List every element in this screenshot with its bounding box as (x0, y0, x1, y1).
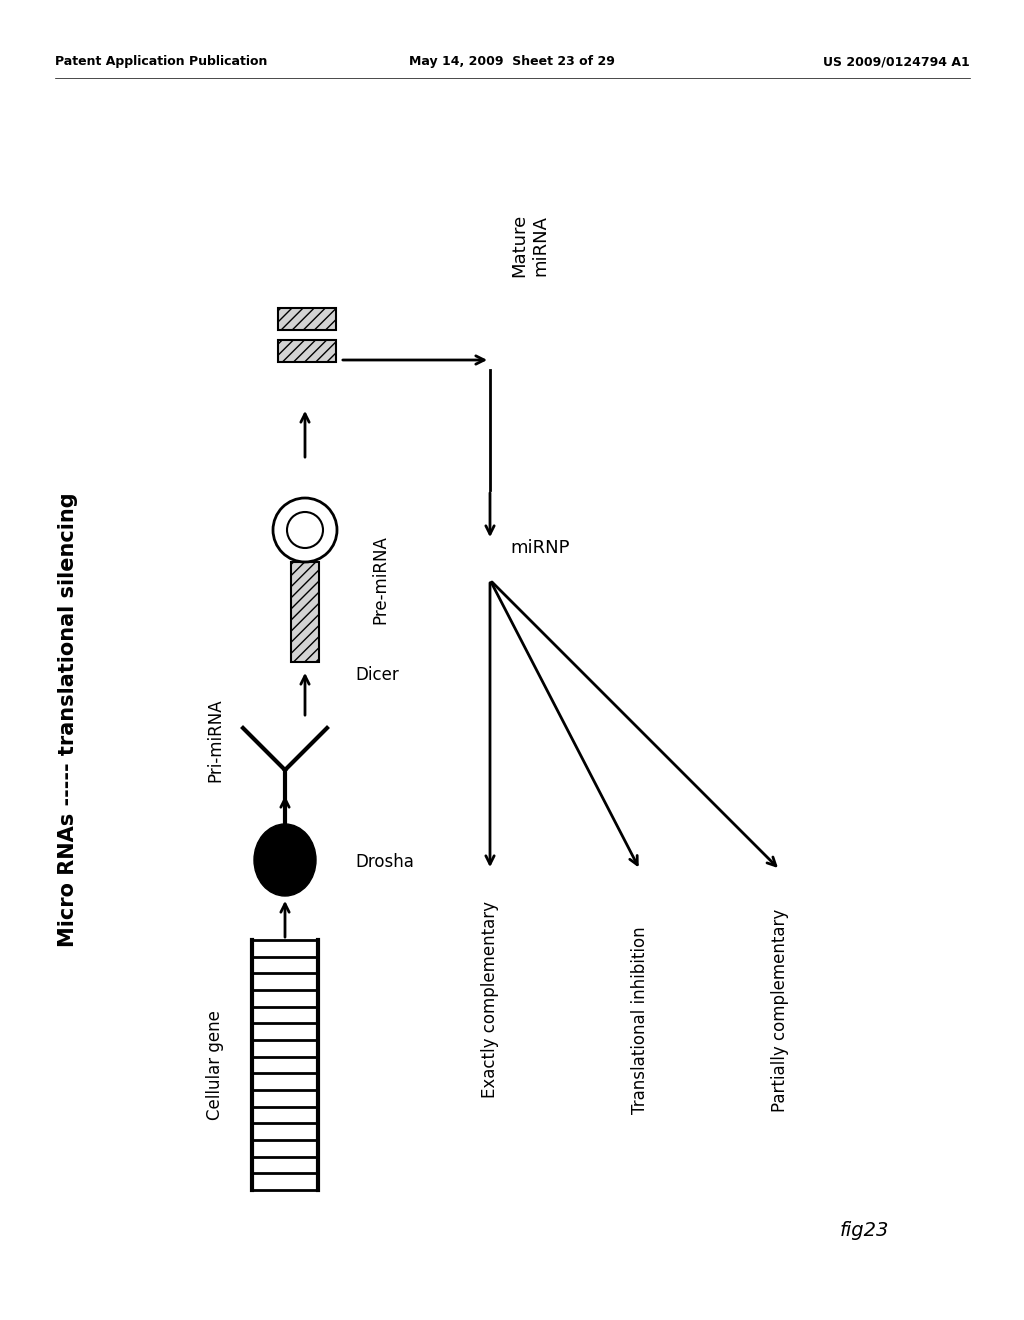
Text: Drosha: Drosha (355, 853, 414, 871)
Bar (291, 562, 319, 663)
Text: US 2009/0124794 A1: US 2009/0124794 A1 (823, 55, 970, 69)
Text: Partially complementary: Partially complementary (771, 908, 790, 1111)
Text: fig23: fig23 (840, 1221, 890, 1239)
Text: Dicer: Dicer (355, 667, 398, 684)
Bar (278, 308, 336, 330)
Text: Pre-miRNA: Pre-miRNA (371, 536, 389, 624)
Text: Patent Application Publication: Patent Application Publication (55, 55, 267, 69)
Text: Pri-miRNA: Pri-miRNA (206, 698, 224, 781)
Text: Translational inhibition: Translational inhibition (631, 927, 649, 1114)
Text: miRNP: miRNP (510, 539, 569, 557)
Text: May 14, 2009  Sheet 23 of 29: May 14, 2009 Sheet 23 of 29 (409, 55, 615, 69)
Text: Cellular gene: Cellular gene (206, 1010, 224, 1119)
Text: Exactly complementary: Exactly complementary (481, 902, 499, 1098)
Text: Micro RNAs ----- translational silencing: Micro RNAs ----- translational silencing (58, 492, 78, 948)
Text: Mature
miRNA: Mature miRNA (511, 214, 550, 277)
Bar (278, 341, 336, 362)
Ellipse shape (254, 824, 316, 896)
